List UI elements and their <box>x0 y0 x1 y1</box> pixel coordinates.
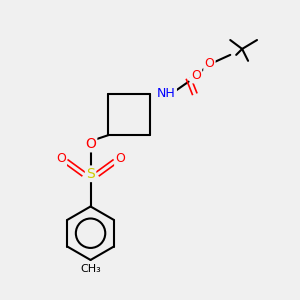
Text: O: O <box>56 152 66 165</box>
Text: S: S <box>86 167 95 181</box>
Text: O: O <box>191 69 201 82</box>
Text: CH₃: CH₃ <box>80 264 101 274</box>
Text: O: O <box>85 137 96 151</box>
Text: O: O <box>205 57 214 70</box>
Text: NH: NH <box>157 87 176 100</box>
Text: O: O <box>115 152 125 165</box>
